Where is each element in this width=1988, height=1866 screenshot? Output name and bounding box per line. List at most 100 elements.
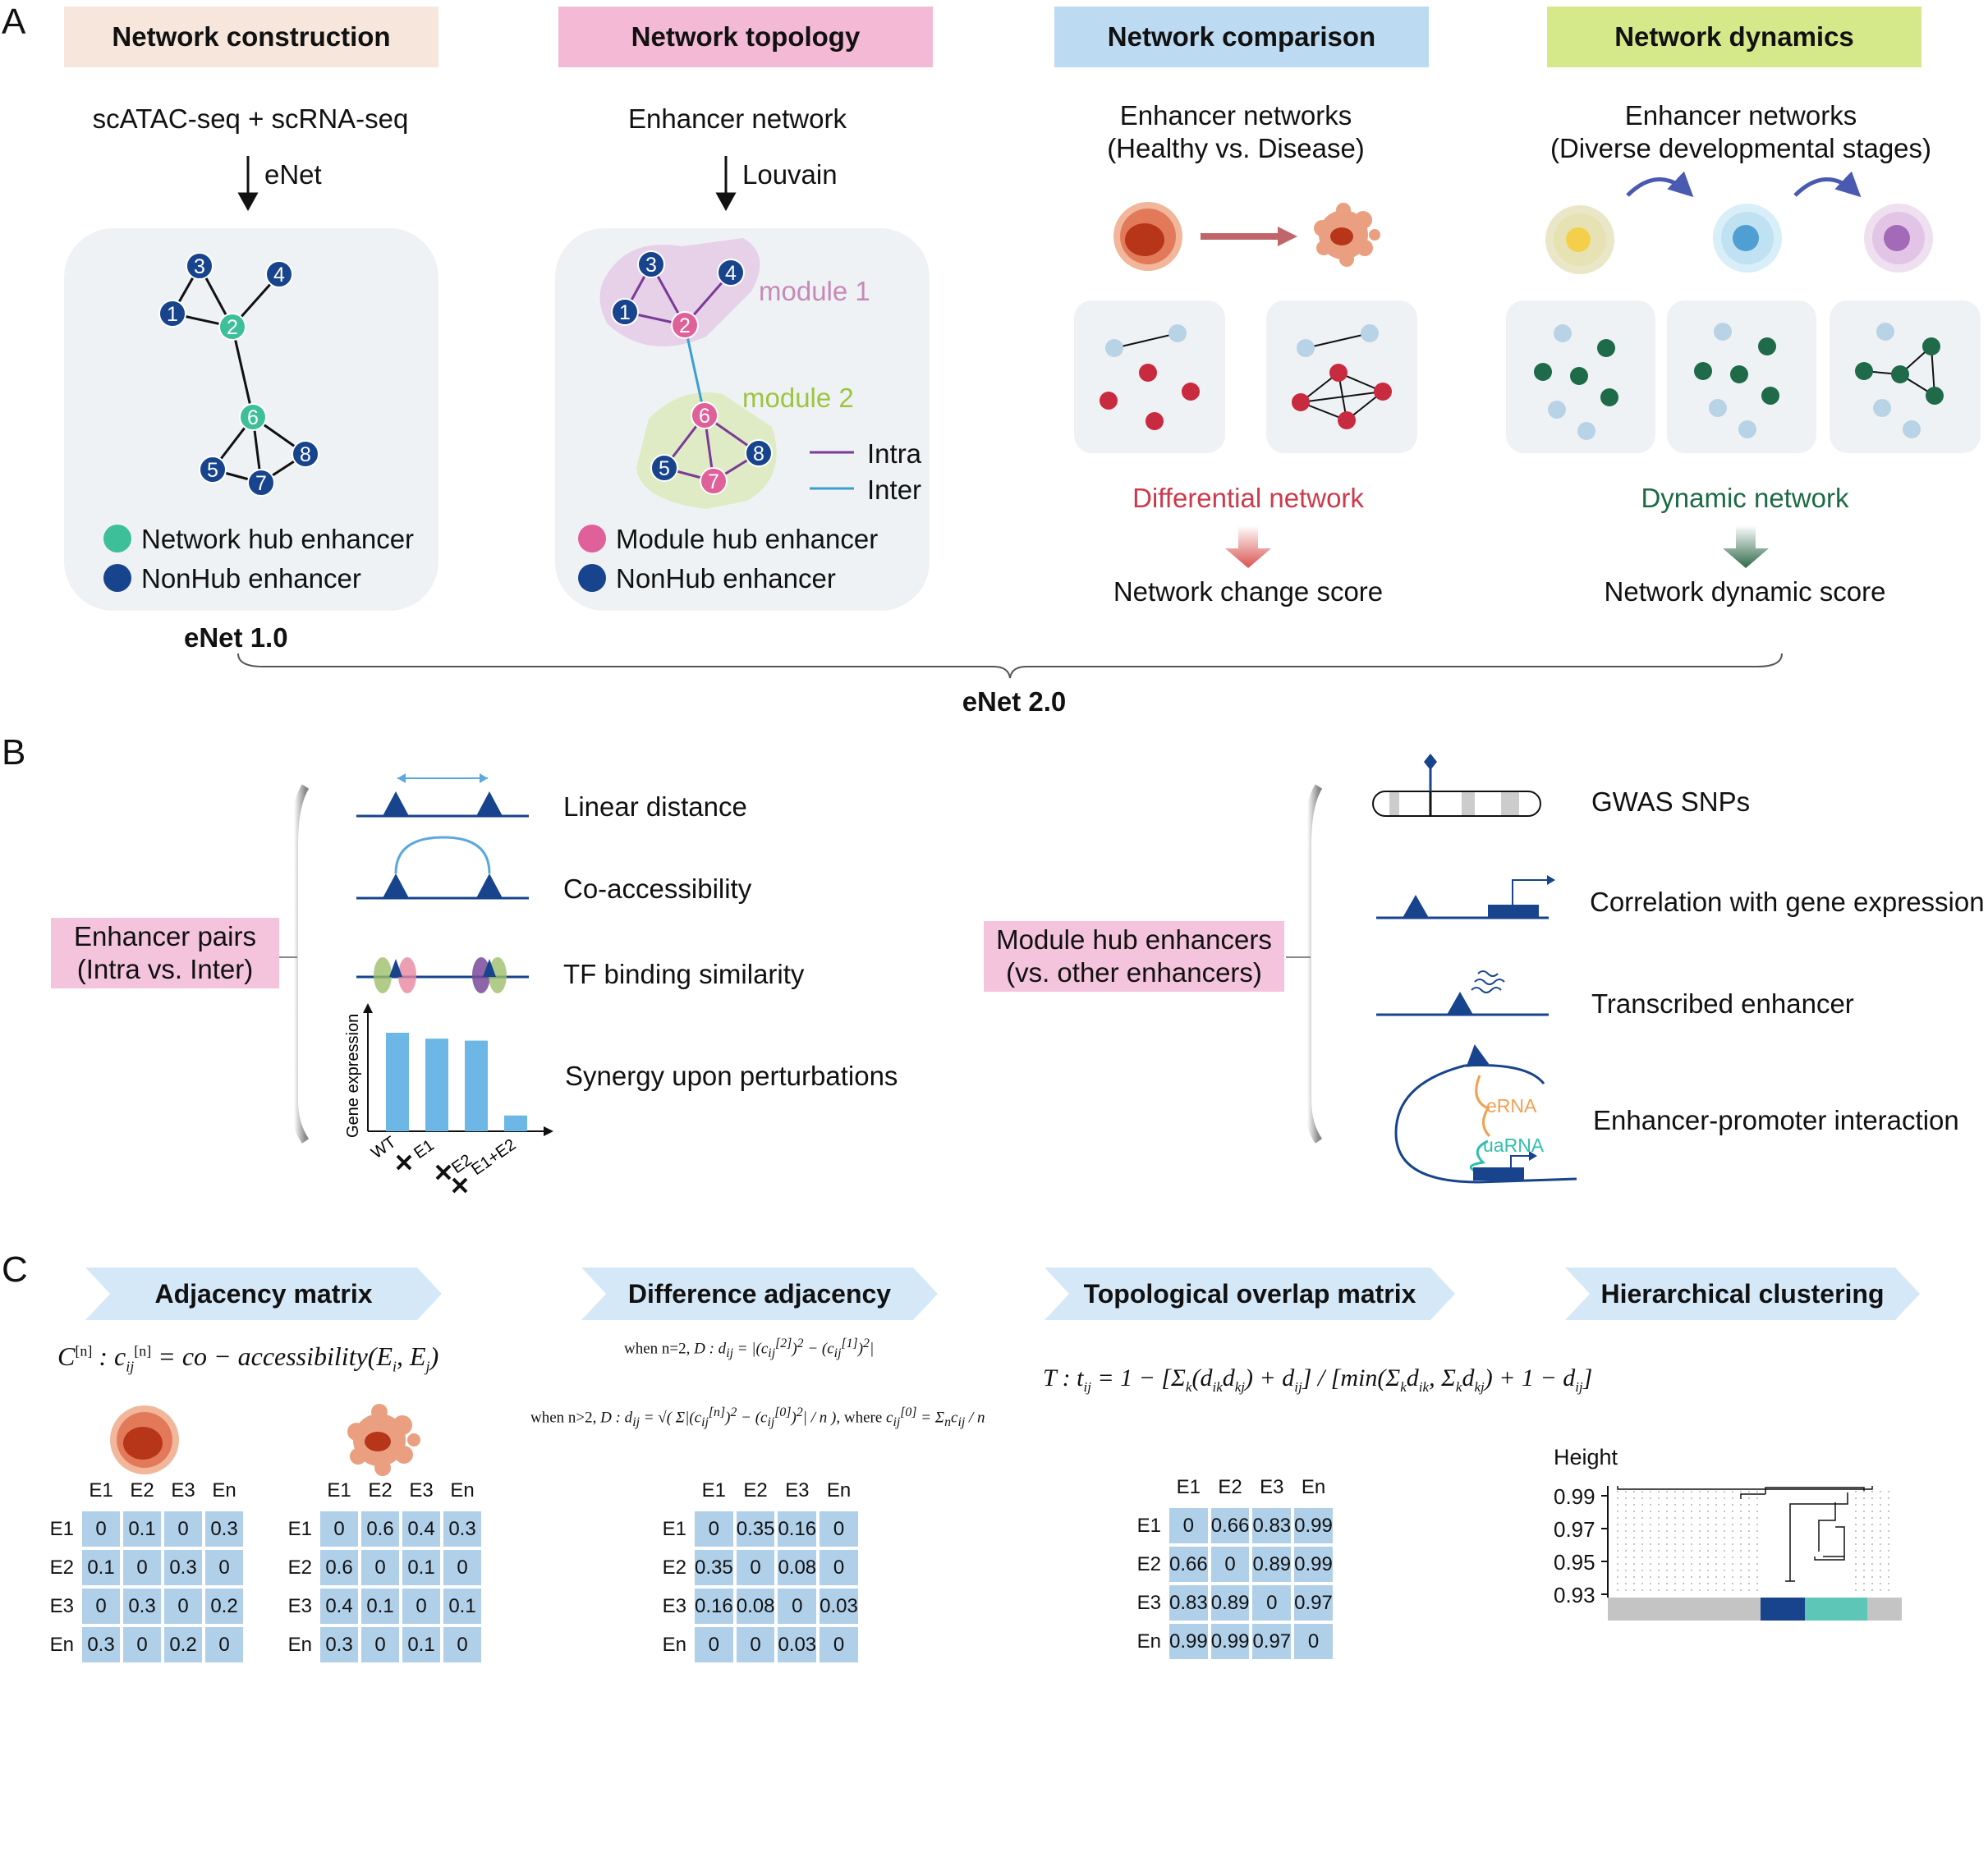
tick-097: 0.97 [1554, 1517, 1595, 1542]
gwas-label: GWAS SNPs [1591, 786, 1751, 817]
difference-adjacency-matrix: E1 E2 E3 En E1 0 0.35 0.16 0 E2 0.35 0 0.08 0 E3 0.1… [645, 1469, 861, 1666]
dendrogram-plot [1601, 1486, 1902, 1621]
matrix-cell-icons [110, 1404, 420, 1476]
healthy-cell-icon [1113, 202, 1182, 271]
bar-e2 [465, 1040, 488, 1131]
header-network-topology: Network topology [558, 7, 933, 67]
stage-arrow-2 [1793, 171, 1862, 198]
svg-text:6: 6 [247, 406, 259, 429]
tf-binding-icon [356, 957, 529, 993]
dendrogram-branches [1617, 1486, 1873, 1582]
uarna-label: uaRNA [1483, 1135, 1545, 1156]
transcribed-enhancer-icon [1376, 970, 1549, 1016]
dynamics-title-2: (Diverse developmental stages) [1550, 133, 1932, 163]
module-1-label: module 1 [759, 276, 870, 306]
tf-binding-label: TF binding similarity [563, 959, 805, 989]
cluster-bar-teal [1805, 1598, 1867, 1621]
enhancer-pairs-line2: (Intra vs. Inter) [76, 954, 254, 984]
enhancer-pairs-line1: Enhancer pairs [74, 921, 256, 952]
correlation-icon [1376, 875, 1555, 919]
knockout-crosses [396, 1154, 468, 1194]
green-down-arrow [1723, 525, 1769, 568]
legend-hub-dot [103, 525, 131, 552]
enet-2-label: eNet 2.0 [962, 686, 1067, 717]
healthy-adjacency-matrix: E1 E2 E3 En E1 0 0.1 0 0.3 E2 0.1 0 0.3 0 E3 0 0.3 0 0.… [33, 1469, 246, 1666]
chevron-adjacency-label: Adjacency matrix [154, 1278, 373, 1309]
panel-label-a: A [2, 2, 26, 42]
healthy-network [1100, 324, 1200, 430]
linear-distance-label: Linear distance [563, 791, 747, 822]
co-accessibility-icon [356, 836, 529, 900]
ep-interaction-icon: eRNA uaRNA [1394, 1044, 1577, 1184]
topology-nodes: 1 2 3 4 5 6 7 8 [611, 250, 773, 495]
svg-text:3: 3 [194, 255, 205, 278]
synergy-label: Synergy upon perturbations [565, 1061, 898, 1091]
gwas-snp-icon [1372, 754, 1541, 817]
tick-099: 0.99 [1554, 1484, 1595, 1509]
svg-text:5: 5 [207, 459, 218, 482]
legend-nonhub-2: NonHub enhancer [616, 563, 836, 594]
header-network-comparison: Network comparison [1054, 7, 1429, 67]
svg-text:3: 3 [645, 254, 657, 277]
arrow-louvain [715, 156, 737, 212]
left-bracket [290, 784, 310, 1144]
construction-input: scATAC-seq + scRNA-seq [92, 103, 409, 134]
disease-network [1292, 324, 1392, 429]
module-hub-line2: (vs. other enhancers) [1006, 957, 1262, 988]
difference-formula-1: when n=2, D : dij = |(cij[2])2 − (cij[1]… [624, 1336, 875, 1361]
difference-formula-2: when n>2, D : dij = √( Σ|(cij[n])2 − (ci… [530, 1405, 985, 1430]
svg-text:4: 4 [273, 264, 285, 287]
svg-text:2: 2 [679, 314, 691, 337]
comparison-title-2: (Healthy vs. Disease) [1107, 133, 1365, 163]
network-change-score-label: Network change score [1113, 576, 1384, 607]
topology-method: Louvain [742, 159, 838, 190]
correlation-label: Correlation with gene expression [1590, 887, 1985, 917]
section-a-graphics: 1 2 3 4 5 6 7 8 1 2 3 4 5 6 7 8 [103, 156, 1944, 679]
chevron-clustering-label: Hierarchical clustering [1600, 1278, 1885, 1309]
chevron-adjacency: Adjacency matrix [85, 1268, 442, 1320]
ep-interaction-label: Enhancer-promoter interaction [1593, 1105, 1959, 1135]
legend-nonhub-1: NonHub enhancer [141, 563, 361, 594]
erna-label: eRNA [1486, 1095, 1537, 1116]
synergy-bar-chart: Gene expression WT E1 E2 E1+E2 [344, 1003, 553, 1194]
healthy-to-disease-arrow [1201, 227, 1297, 246]
stage2-cell-icon [1713, 204, 1782, 273]
bar-wt [386, 1033, 409, 1131]
dendrogram-ylabel: Height [1554, 1445, 1618, 1469]
construction-nodes: 1 2 3 4 5 6 7 8 [158, 252, 319, 497]
stage-arrow-1 [1626, 171, 1694, 198]
chevron-clustering: Hierarchical clustering [1565, 1268, 1920, 1320]
header-network-dynamics: Network dynamics [1547, 7, 1921, 67]
tom-matrix: E1 E2 E3 En E1 0 0.66 0.83 0.99 E2 0.66 0 0.89 0.99… [1120, 1466, 1336, 1662]
chevron-difference: Difference adjacency [581, 1268, 938, 1320]
comparison-title-1: Enhancer networks [1119, 100, 1352, 131]
module-2-label: module 2 [742, 383, 854, 413]
svg-text:8: 8 [300, 443, 311, 466]
bar-label-wt: WT [368, 1133, 399, 1162]
svg-text:2: 2 [227, 316, 238, 339]
panel-label-c: C [2, 1249, 28, 1290]
transcribed-label: Transcribed enhancer [1591, 988, 1854, 1019]
dynamics-title-1: Enhancer networks [1624, 100, 1857, 131]
svg-text:6: 6 [699, 405, 710, 428]
differential-network-label: Differential network [1132, 483, 1364, 513]
stage1-cell-icon [1545, 205, 1614, 274]
cluster-bar-blue [1761, 1598, 1805, 1621]
stage3-network [1855, 323, 1944, 438]
svg-text:4: 4 [725, 262, 737, 285]
bar-e1e2 [504, 1115, 527, 1131]
legend-network-hub: Network hub enhancer [141, 524, 415, 554]
co-accessibility-label: Co-accessibility [563, 873, 752, 904]
stage2-network [1694, 323, 1779, 438]
legend-module-hub: Module hub enhancer [616, 524, 879, 554]
disease-adjacency-matrix: E1 E2 E3 En E1 0 0.6 0.4 0.3 E2 0.6 0 0.1 0 E3 0.4 0.… [271, 1469, 484, 1666]
bar-label-e1: E1 [411, 1136, 438, 1162]
header-network-construction: Network construction [64, 7, 438, 67]
healthy-cell-icon-c [110, 1405, 179, 1474]
stage3-cell-icon [1864, 204, 1933, 273]
tom-formula: T : tij = 1 − [Σk(dikdkj) + dij] / [min(… [1043, 1364, 1593, 1395]
construction-network [171, 265, 306, 484]
chevron-difference-label: Difference adjacency [627, 1278, 892, 1309]
intra-label: Intra [867, 438, 922, 469]
module-hub-line1: Module hub enhancers [996, 924, 1272, 956]
